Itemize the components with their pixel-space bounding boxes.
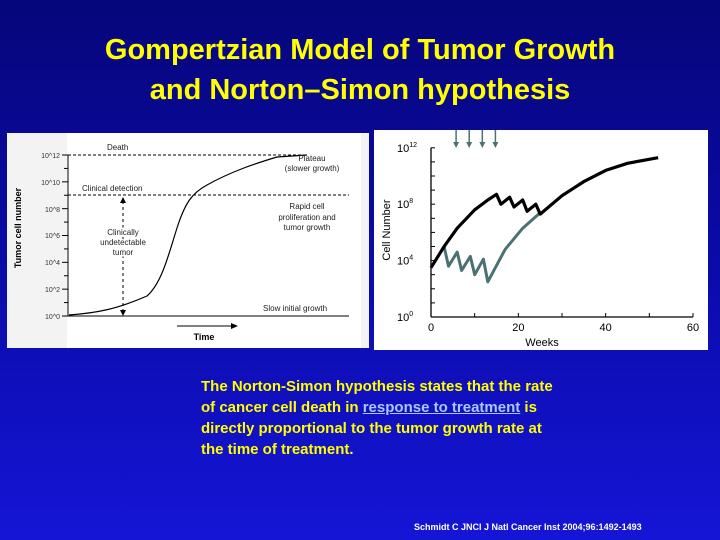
- response-to-treatment-link[interactable]: response to treatment: [362, 399, 521, 416]
- y-tick-label: 104: [397, 255, 413, 268]
- treatment-arrowhead-icon: [479, 142, 486, 148]
- treatment-arrowhead-icon: [492, 142, 499, 148]
- y-tick-label: 10^10: [41, 180, 60, 187]
- rapid-label-2: proliferation and: [278, 213, 335, 222]
- y-tick-label: 108: [397, 198, 413, 211]
- plateau-sublabel: (slower growth): [285, 164, 340, 173]
- x-axis-label: Time: [194, 332, 215, 342]
- undetectable-label-3: tumor: [113, 248, 134, 257]
- y-tick-label: 10^2: [45, 287, 60, 294]
- treatment-arrowhead-icon: [453, 142, 460, 148]
- y-tick-label: 10^6: [45, 233, 60, 240]
- x-tick-label: 20: [512, 322, 524, 334]
- y-tick-label: 1012: [397, 142, 417, 155]
- title-line-1: Gompertzian Model of Tumor Growth: [104, 34, 616, 66]
- rapid-label-3: tumor growth: [284, 223, 331, 232]
- gompertz-curve: [68, 154, 308, 316]
- undetectable-label-2: undetectable: [100, 238, 146, 247]
- slide-title: Gompertzian Model of Tumor Growth and No…: [0, 30, 720, 110]
- untreated-series-line: [429, 156, 659, 269]
- y-tick-label: 10^12: [41, 153, 60, 160]
- body-text-start: The Norton-Simon hypothesis states that …: [201, 378, 553, 416]
- rapid-label-1: Rapid cell: [289, 202, 324, 211]
- y-tick-label: 10^8: [45, 207, 60, 214]
- x-tick-label: 60: [687, 322, 699, 334]
- y-tick-label: 100: [397, 311, 413, 324]
- title-line-2: and Norton–Simon hypothesis: [149, 74, 571, 106]
- undetectable-label-1: Clinically: [107, 228, 139, 237]
- citation: Schmidt C JNCI J Natl Cancer Inst 2004;9…: [414, 522, 642, 532]
- x-axis-label: Weeks: [525, 337, 559, 349]
- death-label: Death: [107, 143, 128, 152]
- hypothesis-text: The Norton-Simon hypothesis states that …: [201, 376, 561, 460]
- y-axis-label: Cell Number: [381, 199, 393, 260]
- y-axis-label: Tumor cell number: [13, 187, 23, 268]
- norton-simon-chart: Cell Number Weeks 1012 108 104 100 0 20 40 60: [381, 130, 699, 349]
- x-tick-label: 0: [428, 322, 434, 334]
- x-tick-label: 40: [600, 322, 612, 334]
- y-tick-label: 10^0: [45, 314, 60, 321]
- gompertzian-chart: 10^12 10^10 10^8 10^6 10^4 10^2 10^0 Tum…: [13, 133, 361, 348]
- norton-simon-figure: Cell Number Weeks 1012 108 104 100 0 20 40 60: [374, 130, 708, 350]
- gompertzian-figure: 10^12 10^10 10^8 10^6 10^4 10^2 10^0 Tum…: [7, 133, 369, 348]
- treatment-arrowhead-icon: [466, 142, 473, 148]
- treated-series-line: [442, 211, 542, 284]
- clinical-detection-label: Clinical detection: [82, 184, 142, 193]
- plateau-label: Plateau: [298, 154, 325, 163]
- y-tick-label: 10^4: [45, 260, 60, 267]
- slow-growth-label: Slow initial growth: [263, 304, 327, 313]
- body-text-end: is directly proportional to the tumor gr…: [201, 399, 542, 458]
